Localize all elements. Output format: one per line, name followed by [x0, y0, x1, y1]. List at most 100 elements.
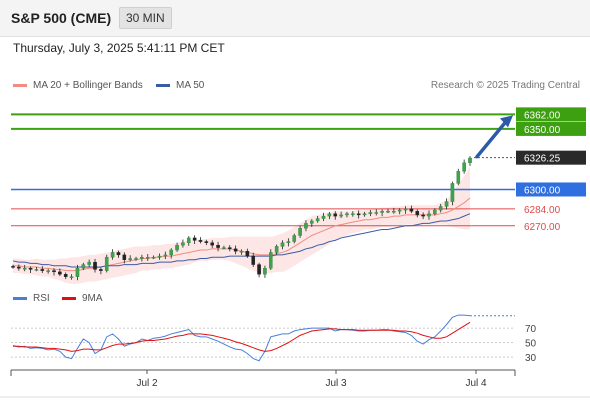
- level-label-6300.00: 6300.00: [524, 185, 561, 196]
- candle-body: [69, 276, 74, 278]
- level-label-6270.00: 6270.00: [524, 222, 561, 233]
- candle-body: [310, 220, 314, 224]
- candle-body: [298, 228, 302, 236]
- level-tag-6362.00: [516, 107, 586, 122]
- candle-body: [222, 247, 226, 249]
- candle-body: [52, 270, 56, 273]
- candle-body: [134, 258, 138, 260]
- candle-body: [151, 257, 156, 259]
- candle-body: [421, 214, 425, 217]
- rsi-swatch-icon: [13, 297, 27, 300]
- timeframe-button[interactable]: 30 MIN: [119, 7, 172, 29]
- ma9-swatch-icon: [62, 297, 76, 300]
- candle-body: [456, 171, 461, 184]
- candle-body: [304, 223, 308, 229]
- candle-body: [28, 267, 33, 270]
- rsi-tick-50: 50: [525, 339, 537, 350]
- ma50-swatch-icon: [156, 84, 170, 87]
- candle-body: [245, 251, 250, 257]
- level-tag-6300.00: [516, 182, 586, 197]
- candle-body: [409, 208, 414, 212]
- instrument-title: S&P 500 (CME): [11, 10, 112, 26]
- candle-body: [268, 252, 273, 269]
- candle-body: [11, 266, 15, 268]
- candle-body: [462, 162, 466, 172]
- candle-body: [157, 255, 162, 258]
- candle-body: [87, 261, 91, 265]
- rsi-label: RSI: [33, 293, 50, 304]
- ma50-label: MA 50: [176, 80, 205, 91]
- datetime-label: Thursday, July 3, 2025 5:41:11 PM CET: [13, 41, 225, 55]
- candle-body: [227, 247, 232, 250]
- candle-body: [169, 249, 173, 256]
- candle-body: [34, 269, 39, 271]
- candle-body: [239, 251, 244, 253]
- top-bar: S&P 500 (CME) 30 MIN: [0, 0, 590, 37]
- candle-body: [204, 241, 209, 243]
- candle-body: [128, 258, 132, 260]
- x-tick-label: Jul 4: [465, 378, 487, 389]
- candle-body: [386, 211, 390, 213]
- rsi-line: [12, 314, 471, 362]
- candle-body: [257, 264, 261, 275]
- x-tick-label: Jul 3: [325, 378, 347, 389]
- rsi-tick-30: 30: [525, 353, 537, 364]
- current-price-label: 6326.25: [524, 154, 561, 165]
- ma9-label: 9MA: [82, 293, 103, 304]
- candle-body: [339, 214, 343, 217]
- candle-body: [292, 235, 297, 242]
- level-label-6284.00: 6284.00: [524, 205, 561, 216]
- candle-body: [216, 244, 220, 248]
- ma20-label: MA 20 + Bollinger Bands: [33, 80, 143, 91]
- candle-body: [333, 213, 338, 217]
- candle-body: [433, 209, 437, 214]
- candle-body: [99, 269, 103, 271]
- candle-body: [75, 267, 80, 277]
- candle-body: [181, 242, 185, 246]
- candle-body: [315, 218, 320, 222]
- legend-ma9: 9MA: [62, 293, 103, 304]
- rsi-tick-70: 70: [525, 324, 537, 335]
- candle-body: [192, 237, 197, 241]
- candle-body: [415, 211, 420, 216]
- level-label-6362.00: 6362.00: [524, 110, 561, 121]
- candle-body: [280, 242, 285, 247]
- legend-ma50: MA 50: [156, 80, 204, 91]
- x-tick-label: Jul 2: [136, 378, 158, 389]
- ma20-swatch-icon: [13, 84, 27, 87]
- current-price-tag: [516, 150, 586, 165]
- candle-body: [122, 254, 127, 260]
- candle-body: [438, 206, 443, 211]
- candle-body: [93, 261, 97, 270]
- candle-body: [450, 183, 455, 202]
- candle-body: [233, 248, 238, 252]
- candle-body: [104, 257, 109, 271]
- legend-ma20: MA 20 + Bollinger Bands: [13, 80, 143, 91]
- rsi-ma9-line: [13, 321, 471, 352]
- candle-body: [17, 266, 21, 269]
- candle-body: [186, 237, 191, 243]
- candle-body: [351, 213, 355, 215]
- candle-body: [46, 270, 50, 272]
- candle-body: [22, 267, 27, 270]
- candle-body: [110, 252, 115, 258]
- bollinger-band: [13, 166, 470, 284]
- candle-body: [468, 157, 472, 164]
- candle-body: [140, 257, 144, 259]
- candle-body: [392, 211, 396, 213]
- candle-body: [321, 215, 326, 219]
- candle-body: [198, 240, 203, 242]
- candle-body: [175, 244, 179, 251]
- candle-body: [397, 209, 402, 212]
- candle-body: [40, 269, 45, 271]
- candle-body: [274, 246, 279, 253]
- candle-body: [58, 271, 62, 275]
- level-label-6350.00: 6350.00: [524, 125, 561, 136]
- level-tag-6350.00: [516, 121, 586, 136]
- candle-body: [63, 274, 68, 277]
- candle-body: [403, 208, 408, 211]
- source-credit: Research © 2025 Trading Central: [430, 80, 580, 91]
- candle-body: [380, 211, 384, 213]
- candle-body: [368, 212, 373, 214]
